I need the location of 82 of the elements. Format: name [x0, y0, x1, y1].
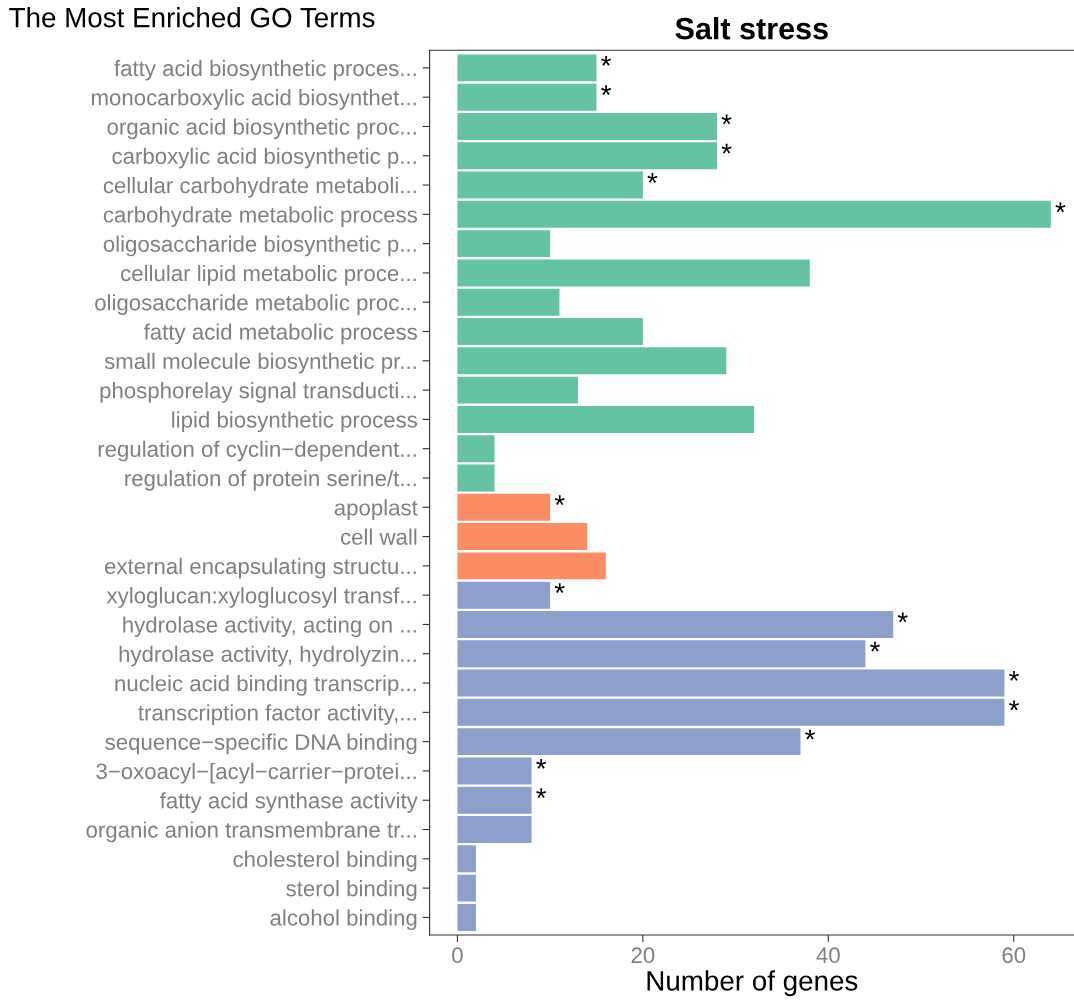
y-tick-label: organic acid biosynthetic proc... [107, 118, 416, 140]
x-tick-label: 20 [631, 947, 655, 964]
data-label: * [601, 85, 612, 95]
y-tick-label: lipid biosynthetic process [172, 411, 418, 433]
data-label: * [647, 173, 658, 183]
bar [457, 552, 606, 580]
data-label: * [536, 788, 547, 799]
data-label: * [554, 495, 565, 506]
bar [457, 786, 532, 814]
y-tick-label: hydrolase activity, acting on ... [123, 616, 416, 638]
y-tick-label: hydrolase activity, hydrolyzin... [119, 645, 416, 667]
y-tick-label: cellular carbohydrate metaboli... [103, 177, 416, 198]
x-tick-label: 60 [1002, 947, 1026, 964]
data-label: * [554, 583, 565, 593]
bar [457, 405, 755, 433]
bar [457, 230, 551, 258]
bar [457, 259, 810, 287]
chart-title: Salt stress [675, 17, 828, 40]
y-tick-label: fatty acid synthase activity [159, 792, 418, 813]
data-label: * [869, 641, 880, 652]
data-label: * [721, 143, 732, 154]
data-label: * [601, 55, 612, 66]
bar [457, 171, 643, 199]
y-tick-label: organic anion transmembrane tr... [86, 821, 416, 843]
bar [457, 581, 551, 609]
data-label: * [805, 729, 816, 740]
y-tick-label: small molecule biosynthetic pr... [104, 352, 416, 374]
x-tick-label: 40 [816, 947, 840, 964]
data-label: * [536, 759, 547, 769]
bar [457, 318, 643, 345]
bar [457, 347, 727, 375]
bar [457, 493, 551, 521]
data-label: * [1055, 202, 1066, 213]
y-tick-label: cholesterol binding [233, 850, 417, 872]
y-tick-label: sterol binding [286, 880, 417, 901]
text: The Most Enriched GO Terms [9, 7, 375, 28]
data-label: * [1009, 700, 1019, 711]
bar [457, 845, 476, 873]
bar [457, 288, 560, 316]
bar [457, 757, 532, 785]
data-label: * [897, 612, 908, 623]
y-tick-label: regulation of cyclin−dependent... [98, 440, 416, 462]
y-tick-label: oligosaccharide metabolic proc... [95, 294, 416, 315]
bar [457, 464, 495, 492]
bar [457, 640, 866, 668]
y-tick-label: monocarboxylic acid biosynthet... [91, 89, 416, 110]
bar [457, 142, 718, 170]
bar [457, 523, 588, 551]
y-tick-label: transcription factor activity,... [138, 704, 416, 726]
bar [457, 83, 597, 111]
bar [457, 376, 578, 404]
bar [457, 874, 476, 902]
data-label: * [721, 114, 732, 125]
bar [457, 54, 597, 82]
y-tick-label: apoplast [334, 499, 418, 520]
data-label: * [1009, 671, 1019, 681]
y-tick-label: phosphorelay signal transducti... [100, 382, 416, 403]
y-tick-label: alcohol binding [270, 909, 417, 931]
bar [457, 816, 532, 843]
y-tick-label: sequence−specific DNA binding [105, 733, 417, 755]
bar [457, 112, 718, 140]
y-tick-label: 3−oxoacyl−[acyl−carrier−protei... [96, 762, 416, 784]
y-tick-label: carboxylic acid biosynthetic p... [112, 147, 416, 169]
bar [457, 200, 1051, 228]
y-tick-label: oligosaccharide biosynthetic p... [103, 235, 416, 257]
bar [457, 435, 495, 463]
y-tick-label: external encapsulating structu... [105, 557, 416, 579]
y-tick-label: fatty acid biosynthetic proces... [114, 59, 416, 81]
y-tick-label: nucleic acid binding transcrip... [115, 675, 416, 696]
y-tick-label: cellular lipid metabolic proce... [121, 264, 416, 286]
bar [457, 669, 1005, 697]
bar [457, 610, 894, 638]
bar [457, 728, 801, 756]
x-tick-label: 0 [452, 947, 463, 964]
bar [457, 698, 1005, 726]
y-tick-label: cell wall [340, 528, 417, 545]
y-tick-label: xyloglucan:xyloglucosyl transf... [106, 587, 416, 608]
y-tick-label: regulation of protein serine/t... [125, 469, 416, 491]
bar [457, 903, 476, 931]
y-tick-label: carbohydrate metabolic process [103, 206, 418, 228]
x-axis-title: Number of genes [647, 970, 858, 997]
y-tick-label: fatty acid metabolic process [143, 323, 418, 345]
